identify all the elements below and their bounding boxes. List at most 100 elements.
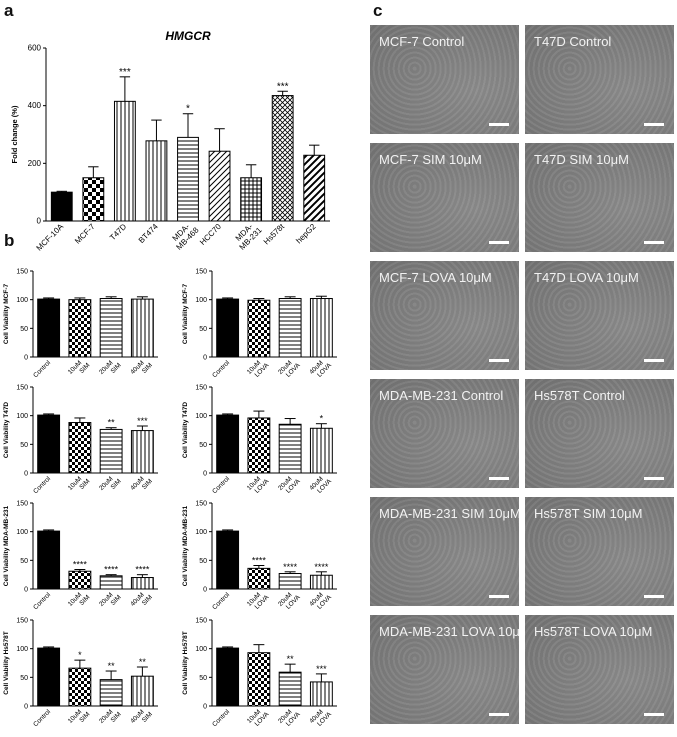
bar — [247, 299, 271, 358]
bar — [216, 530, 240, 590]
x-tick-label: Hs578t — [262, 222, 287, 247]
x-tick-label: 10uMSIM — [67, 706, 92, 731]
bar — [309, 427, 333, 474]
x-tick-label: 10uMSIM — [67, 357, 92, 382]
bar — [68, 422, 92, 474]
y-axis-label: Cell Viability Hs578T — [182, 631, 189, 694]
x-tick-label: 20uMLOVA — [277, 588, 302, 613]
y-tick-label: 50 — [199, 558, 207, 565]
panel-label-a: a — [4, 1, 14, 20]
y-tick-label: 400 — [28, 101, 42, 110]
micrograph-label: Hs578T LOVA 10μM — [534, 624, 653, 639]
y-tick-label: 150 — [16, 501, 28, 508]
scale-bar — [644, 477, 664, 480]
y-tick-label: 0 — [24, 355, 28, 362]
x-tick-label: MDA-MB-468 — [168, 219, 201, 252]
bar — [278, 573, 302, 590]
scale-bar — [644, 595, 664, 598]
micrograph: MDA-MB-231 SIM 10μM — [370, 497, 519, 606]
significance-mark: *** — [316, 664, 327, 674]
chart-1: 0 50 100 150 Cell Viability MCF-7 Control 10uM… — [3, 269, 158, 382]
bar — [240, 177, 263, 222]
x-tick-label: 10uMLOVA — [246, 705, 271, 730]
bar — [247, 652, 271, 707]
x-tick-label: MDA-MB-231 — [231, 219, 264, 252]
x-tick-label: 20uMSIM — [98, 706, 123, 731]
significance-mark: * — [186, 104, 190, 115]
significance-mark: **** — [73, 560, 88, 570]
bar — [37, 647, 61, 707]
y-tick-label: 100 — [195, 529, 207, 536]
chart-5: 0 50 100 150 Cell Viability MDA-MB-231 Contro… — [3, 501, 158, 611]
scale-bar — [489, 477, 509, 480]
y-tick-label: 0 — [37, 217, 42, 226]
scale-bar — [489, 595, 509, 598]
y-tick-label: 150 — [195, 385, 207, 392]
chart-title: HMGCR — [165, 29, 211, 43]
x-tick-label: Control — [32, 359, 52, 379]
x-tick-label: 10uMLOVA — [246, 472, 271, 497]
y-axis-label: Fold change (%) — [10, 105, 19, 163]
micrograph-label: Hs578T Control — [534, 388, 625, 403]
x-tick-label: HCC70 — [198, 222, 223, 247]
bar — [278, 423, 302, 474]
micrograph-label: T47D SIM 10μM — [534, 152, 629, 167]
x-tick-label: 40uMLOVA — [308, 705, 333, 730]
y-axis-label: Cell Viability MCF-7 — [182, 284, 189, 345]
chart-0: HMGCR 0 200 400 600 Fold change (%) MCF-10A MCF… — [10, 29, 330, 253]
x-tick-label: Control — [32, 591, 52, 611]
y-tick-label: 50 — [20, 442, 28, 449]
scale-bar — [644, 123, 664, 126]
micrograph: Hs578T Control — [525, 379, 674, 488]
x-tick-label: hepG2 — [294, 222, 318, 246]
y-tick-label: 0 — [24, 704, 28, 711]
significance-mark: ** — [108, 418, 116, 428]
micrograph-label: T47D Control — [534, 34, 612, 49]
micrograph: MDA-MB-231 Control — [370, 379, 519, 488]
bar — [271, 95, 294, 222]
significance-mark: *** — [277, 81, 289, 92]
x-tick-label: 40uMSIM — [129, 357, 154, 382]
scale-bar — [489, 359, 509, 362]
y-tick-label: 0 — [203, 471, 207, 478]
y-tick-label: 200 — [28, 159, 42, 168]
micrograph-label: MDA-MB-231 LOVA 10μM — [379, 624, 519, 639]
micrograph-label: Hs578T SIM 10μM — [534, 506, 643, 521]
x-tick-label: 40uMLOVA — [308, 356, 333, 381]
significance-mark: ** — [139, 657, 147, 667]
micrograph: MDA-MB-231 LOVA 10μM — [370, 615, 519, 724]
x-tick-label: 40uMSIM — [129, 706, 154, 731]
bar — [50, 191, 73, 222]
micrograph: Hs578T LOVA 10μM — [525, 615, 674, 724]
x-tick-label: 20uMLOVA — [277, 356, 302, 381]
significance-mark: ** — [287, 654, 295, 664]
micrograph-label: MCF-7 SIM 10μM — [379, 152, 482, 167]
bar — [99, 575, 123, 590]
significance-mark: * — [320, 414, 324, 424]
micrograph: T47D SIM 10μM — [525, 143, 674, 252]
x-tick-label: MCF-7 — [73, 222, 97, 246]
significance-mark: ** — [108, 661, 116, 671]
y-tick-label: 150 — [16, 618, 28, 625]
y-tick-label: 0 — [24, 587, 28, 594]
micrograph-label: T47D LOVA 10μM — [534, 270, 639, 285]
bar — [145, 140, 168, 222]
y-axis-label: Cell Viability Hs578T — [3, 631, 10, 694]
bar — [247, 417, 271, 474]
y-tick-label: 100 — [16, 646, 28, 653]
micrograph: MCF-7 LOVA 10μM — [370, 261, 519, 370]
x-tick-label: 10uMLOVA — [246, 588, 271, 613]
micrograph-label: MDA-MB-231 Control — [379, 388, 504, 403]
significance-mark: *** — [119, 67, 131, 78]
y-tick-label: 150 — [195, 618, 207, 625]
x-tick-label: T47D — [108, 222, 128, 242]
bar — [130, 430, 154, 474]
bar — [99, 298, 123, 358]
y-axis-label: Cell Viability MDA-MB-231 — [182, 505, 189, 586]
bar — [216, 647, 240, 707]
bar — [177, 136, 199, 222]
bar — [247, 567, 271, 590]
y-tick-label: 150 — [195, 501, 207, 508]
y-tick-label: 150 — [195, 269, 207, 276]
x-tick-label: 10uMLOVA — [246, 356, 271, 381]
